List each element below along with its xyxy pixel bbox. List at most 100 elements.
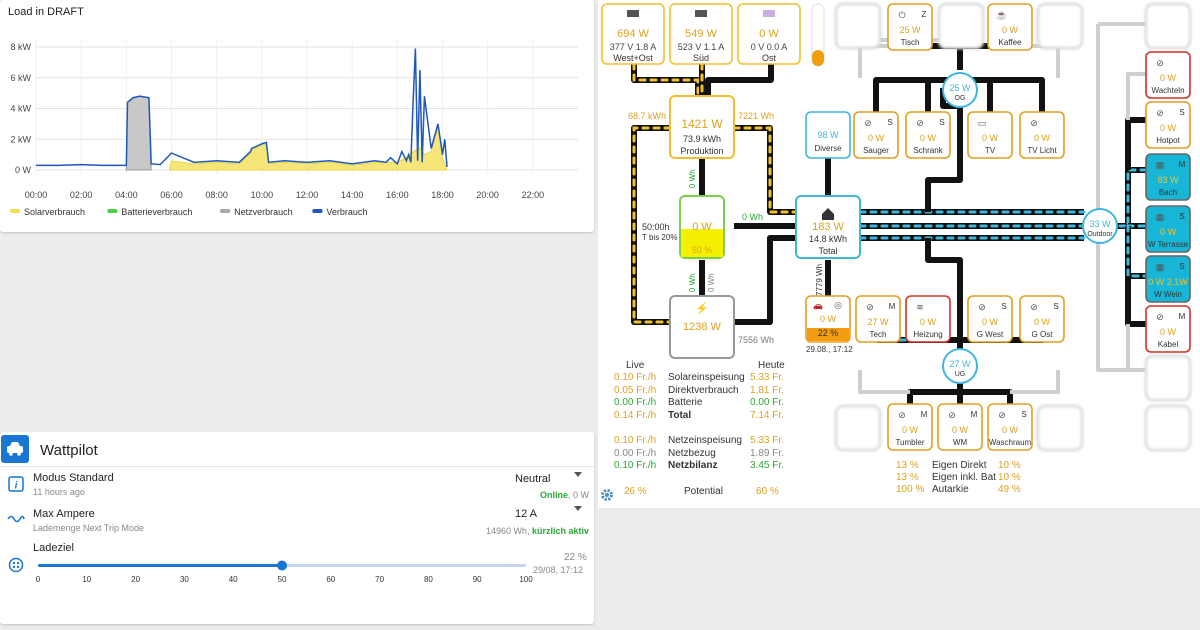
energy-flow-card: 694 W 377 V 1.8 A West+Ost 549 W 523 V 1.1 A… (598, 0, 1200, 508)
device-w-terrasse[interactable]: ▦ S0 W W Terrasse (1145, 205, 1191, 253)
device-wachteln[interactable]: ⊘ 0 W Wachteln (1145, 51, 1191, 99)
device-tech[interactable]: ⊘ M27 W Tech (855, 295, 901, 343)
verbrauch-line (36, 48, 448, 167)
device-heizung-icon: ≋ (916, 302, 924, 312)
device-g-west-tag: S (1001, 302, 1006, 311)
empty-slot (1144, 2, 1192, 50)
device-heizung[interactable]: ≋ 0 W Heizung (905, 295, 951, 343)
device-tisch-tag: Z (922, 10, 927, 19)
device-hotpot[interactable]: ⊘ S0 W Hotpot (1145, 101, 1191, 149)
chevron-down-icon[interactable] (574, 506, 582, 511)
x-tick-label: 22:00 (522, 190, 545, 200)
ladeziel-slider[interactable]: 0 10 20 30 40 50 60 70 80 90 100 (30, 556, 534, 586)
device-w-wein-frame (1145, 255, 1191, 303)
device-tumbler[interactable]: ⊘ M0 W Tumbler (887, 403, 933, 451)
finance-label: Solareinspeisung (668, 372, 745, 383)
device-g-ost-power: 0 W (1034, 317, 1051, 327)
slider-tick-label: 70 (375, 575, 384, 584)
device-wm-power: 0 W (952, 425, 969, 435)
device-g-ost-tag: S (1053, 302, 1058, 311)
device-wm[interactable]: ⊘ M0 W WM (937, 403, 983, 451)
battery-power: 0 W (692, 221, 712, 233)
finance-header-live: Live (626, 360, 645, 371)
device-hotpot-icon: ⊘ (1156, 108, 1164, 118)
device-kaffee[interactable]: ☕ 0 W Kaffee (987, 3, 1033, 51)
flow-line (960, 389, 1013, 404)
device-sauger[interactable]: ⊘ S0 W Sauger (853, 111, 899, 159)
device-schrank[interactable]: ⊘ S0 W Schrank (905, 111, 951, 159)
ampere-status: 14960 Wh, kürzlich aktiv (486, 526, 589, 536)
device-g-west-name: G West (977, 330, 1004, 339)
slider-tick-label: 100 (519, 575, 533, 584)
finance-label: Total (668, 409, 692, 421)
ampere-status-text: kürzlich aktiv (532, 526, 590, 536)
device-tisch[interactable]: ⏻ Z25 W Tisch (887, 3, 933, 51)
produktion-box[interactable]: 1421 W 73.9 kWh Produktion (669, 95, 735, 159)
device-bach-frame (1145, 153, 1191, 201)
pv-name: Ost (762, 53, 777, 63)
flow-line (705, 64, 774, 100)
ampere-label: Max Ampere (33, 508, 95, 520)
house-power: 183 W (812, 221, 844, 233)
stat-right-value: 49 % (998, 484, 1021, 495)
device-tv[interactable]: ▭ 0 W TV (967, 111, 1013, 159)
grid-box-frame (669, 295, 735, 359)
grid-box[interactable]: ⚡ 1238 W (669, 295, 735, 359)
gear-icon[interactable] (600, 488, 614, 502)
device-schrank-power: 0 W (920, 133, 937, 143)
car-power: 0 W (820, 314, 837, 324)
ampere-status-energy: 14960 Wh, (486, 526, 533, 536)
device-heizung-power: 0 W (920, 317, 937, 327)
stat-label: Eigen inkl. Bat (932, 472, 996, 483)
car-box[interactable]: 🚗 ◎ 0 W 22 % (805, 295, 851, 343)
device-bach[interactable]: ▦ M83 W Bach (1145, 153, 1191, 201)
diverse-box[interactable]: 98 W Diverse (805, 111, 851, 159)
ug-hub[interactable]: 27 W UG (942, 348, 978, 384)
finance-heute-value: 5.33 Fr. (750, 435, 784, 446)
idle-line (858, 370, 910, 394)
car-date: 29.08., 17:12 (806, 345, 853, 354)
empty-slot (834, 404, 882, 452)
device-g-ost-icon: ⊘ (1030, 302, 1038, 312)
charge-target-icon (8, 557, 24, 573)
x-tick-label: 08:00 (205, 190, 228, 200)
empty-slot (937, 2, 985, 50)
grid-icon: ⚡ (695, 302, 709, 315)
ampere-select[interactable]: 12 A (515, 508, 538, 520)
slider-thumb[interactable] (277, 560, 287, 571)
x-tick-label: 02:00 (70, 190, 93, 200)
device-g-ost[interactable]: ⊘ S0 W G Ost (1019, 295, 1065, 343)
finance-label: Netzbilanz (668, 460, 718, 471)
modus-select[interactable]: Neutral (515, 473, 551, 485)
device-tech-frame (855, 295, 901, 343)
finance-heute-value: 7.14 Fr. (750, 409, 784, 421)
device-waschraum[interactable]: ⊘ S0 W Waschraum (987, 403, 1033, 451)
pv-volt-amp: 523 V 1.1 A (678, 42, 725, 52)
device-kabel[interactable]: ⊘ M0 W Kabel (1145, 305, 1191, 353)
device-w-wein-power: 0 W 2.1W (1148, 277, 1188, 287)
device-tv-licht[interactable]: ⊘ 0 W TV Licht (1019, 111, 1065, 159)
device-schrank-frame (905, 111, 951, 159)
stat-left-value: 13 % (896, 460, 919, 471)
device-wm-frame (937, 403, 983, 451)
charger-icon: ◎ (834, 300, 842, 310)
finance-live-value: 0.05 Fr./h (614, 384, 657, 396)
device-g-west[interactable]: ⊘ S0 W G West (967, 295, 1013, 343)
device-tisch-frame (887, 3, 933, 51)
device-w-wein-tag: S (1179, 262, 1184, 271)
house-box[interactable]: 183 W14.8 kWh Total (795, 195, 861, 259)
pv-volt-amp: 377 V 1.8 A (610, 42, 657, 52)
device-w-wein[interactable]: ▦ S 0 W 2.1W W Wein (1145, 255, 1191, 303)
y-tick-label: 4 kW (10, 104, 31, 114)
finance-live-value: 0.10 Fr./h (614, 372, 657, 383)
og-hub[interactable]: 25 W OG (942, 72, 978, 108)
outdoor-hub[interactable]: 33 W Outdoor (1082, 208, 1118, 244)
chevron-down-icon[interactable] (574, 472, 582, 477)
battery-box[interactable]: 0 W 50 % (679, 195, 725, 259)
device-kabel-power: 0 W (1160, 327, 1177, 337)
device-tv-licht-name: TV Licht (1027, 146, 1057, 155)
produktion-power: 1421 W (681, 117, 723, 131)
